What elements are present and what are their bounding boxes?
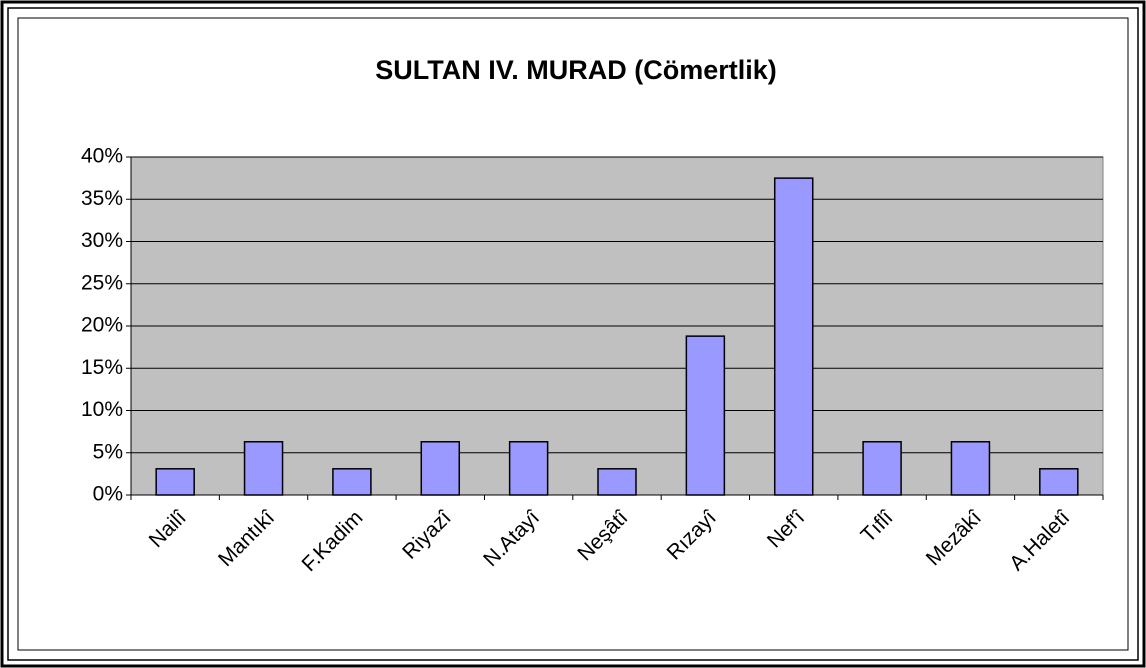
x-tick-label: Neşâtî bbox=[573, 505, 633, 565]
bar bbox=[155, 468, 195, 496]
y-tick-label: 20% bbox=[81, 314, 123, 337]
bar bbox=[597, 468, 637, 496]
y-tick-label: 30% bbox=[81, 229, 123, 252]
y-tick-label: 0% bbox=[93, 483, 123, 506]
bar bbox=[685, 335, 726, 496]
y-tick-label: 15% bbox=[81, 356, 123, 379]
bar bbox=[773, 177, 814, 496]
bar bbox=[862, 441, 902, 496]
y-tick-label: 5% bbox=[93, 440, 123, 463]
x-tick-label: A.Haletî bbox=[1005, 505, 1075, 575]
bar bbox=[508, 441, 549, 496]
bar bbox=[332, 468, 372, 496]
bar bbox=[420, 441, 461, 496]
y-tick-label: 40% bbox=[81, 145, 123, 168]
bar bbox=[950, 441, 991, 496]
inner-frame bbox=[7, 7, 1139, 661]
x-tick-label: N.Atayî bbox=[479, 505, 545, 571]
bar bbox=[243, 441, 284, 496]
y-tick-label: 10% bbox=[81, 398, 123, 421]
y-tick-label: 25% bbox=[81, 271, 123, 294]
bar bbox=[1039, 468, 1079, 496]
x-tick-label: Nailî bbox=[145, 505, 192, 552]
x-tick-label: F.Kadim bbox=[297, 506, 367, 576]
x-tick-label: Rızayî bbox=[662, 505, 721, 564]
chart-area bbox=[17, 17, 1129, 651]
x-tick-label: Riyazî bbox=[398, 505, 456, 563]
x-tick-label: Mantıkî bbox=[214, 505, 280, 571]
x-tick-label: Mezâkî bbox=[922, 505, 987, 570]
x-tick-label: Tıflî bbox=[857, 505, 899, 547]
chart-title: SULTAN IV. MURAD (Cömertlik) bbox=[375, 55, 777, 85]
x-tick-label: Nef'î bbox=[763, 505, 810, 552]
y-tick-label: 35% bbox=[81, 187, 123, 210]
